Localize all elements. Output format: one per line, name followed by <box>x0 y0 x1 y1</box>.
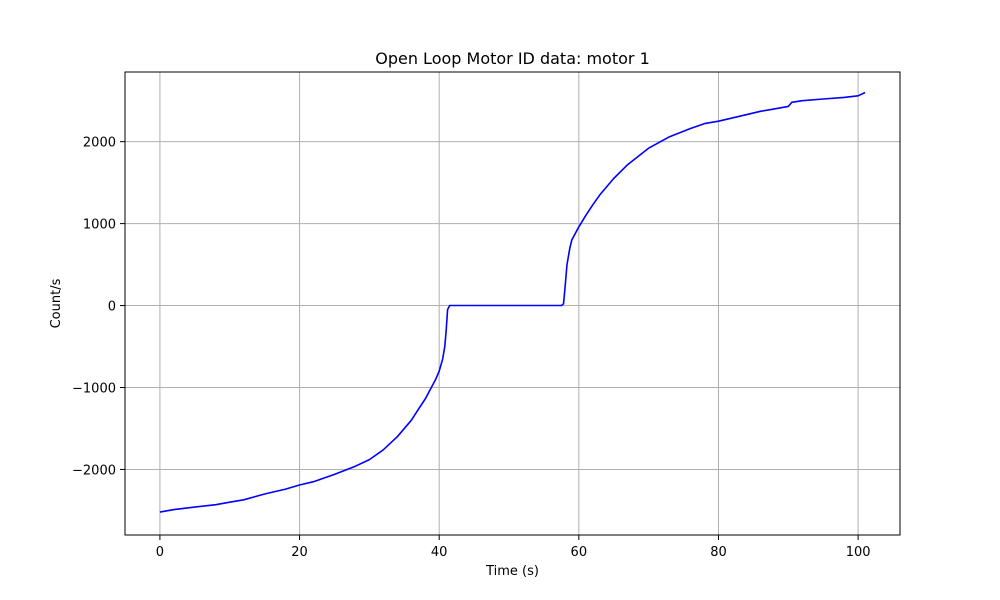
series-line-1 <box>159 91 866 513</box>
y-tick-label: −2000 <box>72 463 116 478</box>
x-axis-label: Time (s) <box>485 564 539 579</box>
x-tick-label: 20 <box>291 545 308 560</box>
y-tick-label: 1000 <box>83 218 116 233</box>
x-tick-label: 60 <box>571 545 588 560</box>
x-tick-label: 100 <box>846 545 871 560</box>
y-tick-label: 2000 <box>83 136 116 151</box>
y-tick-label: 0 <box>108 300 116 315</box>
x-tick-label: 80 <box>710 545 727 560</box>
axes-frame <box>124 71 901 536</box>
y-axis-label: Count/s <box>49 278 64 328</box>
axis-ticks: 0 20 40 60 80 100 −2000 −1000 0 1000 2000 <box>72 136 871 560</box>
plot-area <box>159 91 866 513</box>
y-tick-label: −1000 <box>72 381 116 396</box>
x-tick-label: 0 <box>156 545 164 560</box>
chart-title: Open Loop Motor ID data: motor 1 <box>375 49 650 68</box>
x-tick-label: 40 <box>431 545 448 560</box>
